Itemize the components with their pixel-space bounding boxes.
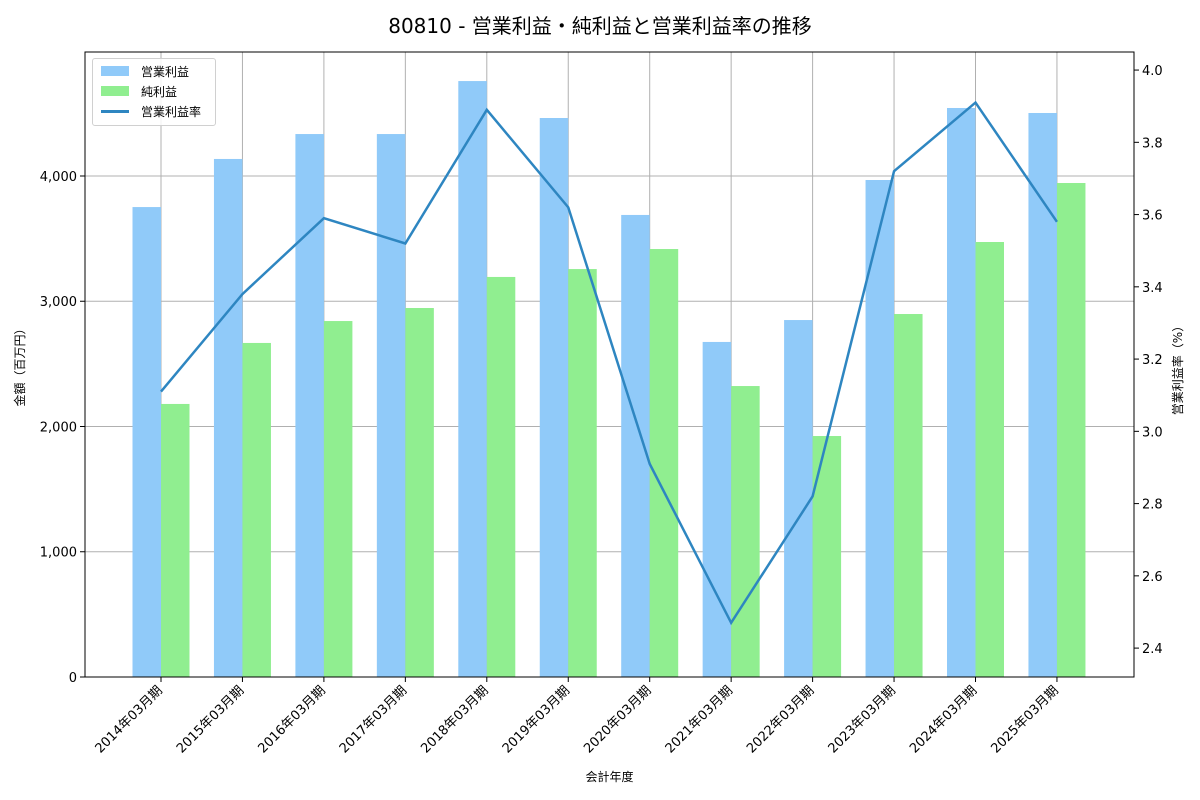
tick-label-left: 2,000 [40, 420, 77, 435]
bar-net-profit [731, 386, 760, 677]
bar-operating-profit [702, 341, 732, 677]
tick-label-left: 4,000 [40, 170, 77, 185]
bar-operating-profit [295, 134, 324, 678]
tick-label-right: 3.4 [1142, 281, 1163, 296]
tick-label-right: 3.2 [1142, 353, 1163, 368]
tick-label-right: 2.6 [1142, 570, 1163, 585]
tick-label-x: 2025年03月期 [988, 683, 1061, 756]
y-axis-label-right: 営業利益率（%） [1170, 320, 1185, 415]
legend-swatch-net-profit [101, 86, 129, 96]
tick-label-x: 2024年03月期 [907, 683, 980, 756]
bar-net-profit [1056, 183, 1086, 677]
bar-operating-profit [784, 320, 813, 677]
bar-net-profit [161, 403, 190, 677]
tick-label-x: 2014年03月期 [93, 683, 166, 756]
tick-label-left: 3,000 [40, 295, 77, 310]
legend: 営業利益 純利益 営業利益率 [92, 58, 216, 126]
tick-label-x: 2022年03月期 [744, 683, 817, 756]
plot-frame [84, 51, 1135, 678]
tick-label-right: 2.4 [1142, 642, 1163, 657]
legend-label: 営業利益率 [141, 104, 202, 119]
tick-label-x: 2017年03月期 [337, 683, 410, 756]
y-axis-label-left: 金額（百万円） [12, 322, 27, 406]
legend-item-net-profit: 純利益 [101, 81, 177, 101]
bar-operating-profit [132, 207, 161, 677]
bar-net-profit [242, 342, 271, 677]
tick-label-right: 3.6 [1142, 209, 1163, 224]
tick-label-left: 0 [69, 671, 77, 686]
tick-label-right: 3.8 [1142, 136, 1163, 151]
tick-label-left: 1,000 [40, 546, 77, 561]
bar-net-profit [812, 436, 842, 677]
tick-label-x: 2020年03月期 [581, 683, 654, 756]
tick-label-x: 2023年03月期 [826, 683, 899, 756]
tick-label-x: 2019年03月期 [500, 683, 573, 756]
legend-item-operating-profit: 営業利益 [101, 61, 189, 81]
line-operating-margin [160, 100, 1058, 626]
legend-label: 純利益 [141, 84, 178, 99]
legend-line-operating-margin [101, 109, 129, 113]
bar-operating-profit [1028, 112, 1057, 677]
tick-label-right: 4.0 [1142, 64, 1163, 79]
bar-operating-profit [458, 81, 487, 678]
bar-operating-profit [947, 107, 976, 677]
bar-net-profit [568, 269, 597, 677]
bar-net-profit [894, 314, 923, 677]
legend-swatch-operating-profit [101, 66, 129, 76]
bar-operating-profit [213, 158, 243, 677]
bar-net-profit [405, 308, 434, 677]
bar-net-profit [486, 276, 516, 677]
bar-operating-profit [376, 134, 406, 678]
legend-label: 営業利益 [141, 64, 190, 79]
x-axis-label: 会計年度 [585, 769, 633, 784]
tick-label-x: 2018年03月期 [418, 683, 491, 756]
bar-net-profit [323, 321, 353, 677]
bar-operating-profit [621, 214, 650, 677]
tick-label-x: 2021年03月期 [663, 683, 736, 756]
bar-net-profit [975, 242, 1004, 677]
chart-title: 80810 - 営業利益・純利益と営業利益率の推移 [388, 14, 812, 38]
bar-net-profit [649, 249, 679, 677]
legend-item-operating-margin: 営業利益率 [101, 101, 201, 121]
tick-label-x: 2015年03月期 [174, 683, 247, 756]
bar-operating-profit [539, 118, 569, 677]
tick-label-right: 3.0 [1142, 425, 1163, 440]
tick-label-right: 2.8 [1142, 498, 1163, 513]
bar-operating-profit [865, 180, 895, 677]
tick-label-x: 2016年03月期 [255, 683, 328, 756]
